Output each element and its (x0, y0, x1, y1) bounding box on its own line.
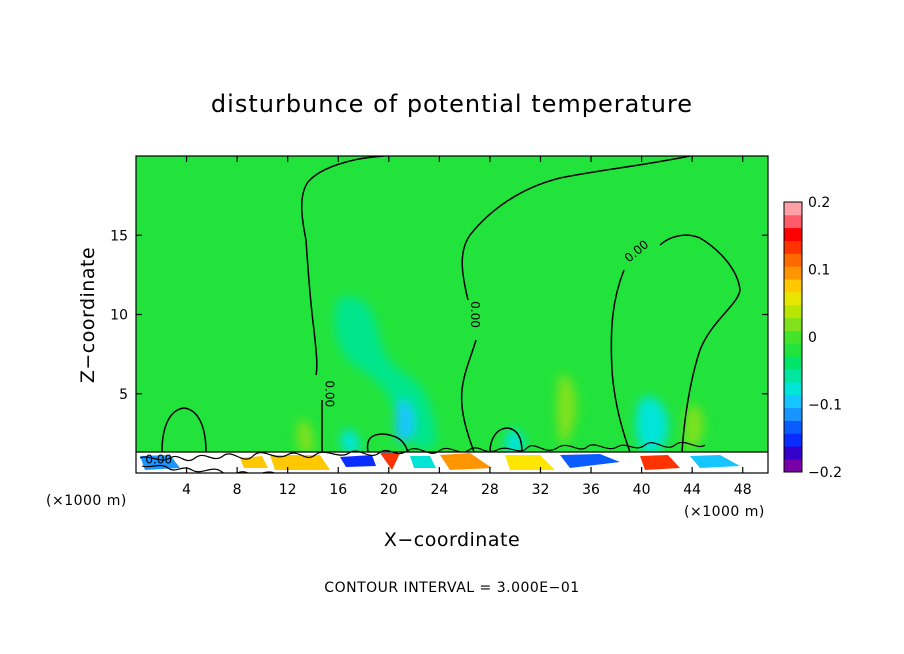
colorbar-swatch (784, 240, 802, 254)
colorbar-frame (783, 201, 803, 473)
x-tick-label: 36 (582, 482, 600, 498)
x-tick-label: 32 (532, 482, 550, 498)
x-tick-label: 20 (380, 482, 398, 498)
y-tick-label: 5 (119, 387, 128, 403)
contour-label: 0.00 (145, 452, 172, 466)
contour-label: 0.00 (323, 380, 337, 407)
colorbar-swatch (784, 227, 802, 241)
chart-title: disturbunce of potential temperature (211, 90, 693, 118)
contour-line (460, 156, 691, 453)
surface-band (640, 455, 680, 470)
x-tick-label: 4 (182, 482, 191, 498)
colorbar-swatch (784, 266, 802, 280)
colorbar-swatch (784, 407, 802, 421)
y-axis-label: Z−coordinate (77, 247, 99, 383)
colorbar-swatch (784, 459, 802, 473)
x-tick-label: 28 (481, 482, 499, 498)
x-tick-label: 12 (279, 482, 297, 498)
y-tick-label: 10 (110, 308, 128, 324)
x-tick-label: 8 (233, 482, 242, 498)
colorbar-swatch (784, 214, 802, 229)
colorbar-swatch (784, 253, 802, 267)
colorbar-swatch (784, 279, 802, 293)
colorbar-tick-label: −0.1 (808, 398, 842, 414)
colorbar-swatch (784, 202, 802, 216)
colorbar-swatch (784, 420, 802, 434)
surface-band (340, 455, 376, 467)
y-axis: 5 10 15 (110, 228, 768, 403)
x-unit-left: (×1000 m) (46, 493, 127, 509)
contour-line (489, 427, 523, 453)
colorbar-swatch (784, 369, 802, 383)
colorbar-tick-label: 0 (808, 330, 817, 346)
contour-interval-note: CONTOUR INTERVAL = 3.000E−01 (324, 580, 579, 596)
colorbar-swatch (784, 394, 802, 409)
x-tick-label: 16 (329, 482, 347, 498)
y-tick-label: 15 (110, 228, 128, 244)
surface-band (410, 456, 436, 468)
plot-area (136, 156, 768, 473)
colorbar-swatch (784, 356, 802, 370)
colorbar-swatch (784, 317, 802, 331)
background-field (136, 156, 768, 473)
x-tick-label: 40 (633, 482, 651, 498)
colorbar-tick-label: 0.1 (808, 263, 830, 279)
colorbar-swatch (784, 304, 802, 319)
surface-contours (136, 441, 768, 473)
colorbar-swatch (784, 446, 802, 460)
surface-band (690, 455, 740, 468)
x-tick-label: 24 (430, 482, 448, 498)
x-tick-label: 44 (683, 482, 701, 498)
x-tick-label: 48 (734, 482, 752, 498)
x-axis: 4 8 12 16 20 24 28 32 36 40 44 48 (182, 156, 752, 498)
contour-line (161, 407, 207, 453)
colorbar-swatch (784, 292, 802, 306)
anomaly-region (556, 374, 577, 445)
colorbar-swatch (784, 433, 802, 447)
anomaly-region (297, 419, 314, 455)
anomaly-region (684, 404, 704, 450)
anomaly-region (341, 429, 360, 454)
colorbar-tick-label: −0.2 (808, 465, 842, 481)
contour-line (366, 433, 409, 453)
contour-line (610, 234, 741, 453)
contour-line (301, 156, 385, 452)
colorbar-tick-label: 0.2 (808, 195, 830, 211)
x-axis-label: X−coordinate (384, 529, 520, 551)
anomaly-region (395, 399, 414, 444)
colorbar: 0.2 0.1 0 −0.1 −0.2 (783, 195, 842, 481)
x-unit-right: (×1000 m) (684, 504, 765, 520)
surface-band (270, 455, 330, 470)
surface-band (560, 454, 620, 468)
surface-band (440, 453, 492, 470)
contour-label: 0.00 (468, 301, 482, 328)
colorbar-swatch (784, 382, 802, 396)
colorbar-swatch (784, 330, 802, 344)
surface-band (505, 455, 555, 470)
surface-layer (136, 441, 768, 473)
contour-label-group: 0.000.000.000.00 (145, 237, 651, 466)
anomaly-region (635, 396, 669, 455)
contour-lines (161, 156, 741, 453)
surface-band (380, 453, 400, 470)
colorbar-swatch (784, 343, 802, 357)
